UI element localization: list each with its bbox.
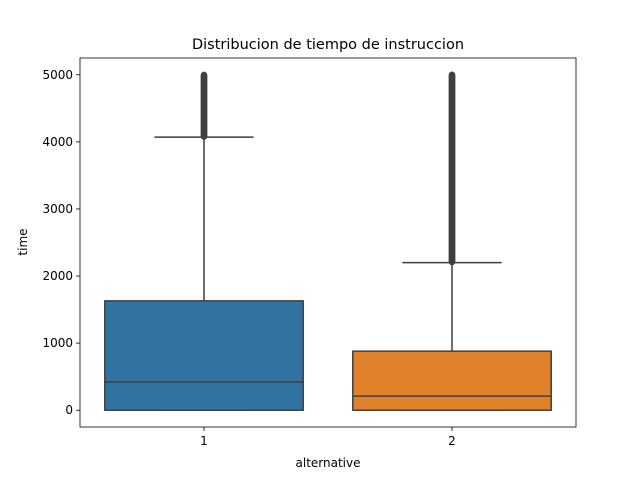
outlier-point-1 bbox=[200, 71, 208, 79]
y-tick-label: 5000 bbox=[42, 68, 73, 82]
box-2 bbox=[352, 350, 552, 411]
y-tick-label: 2000 bbox=[42, 269, 73, 283]
plot-frame bbox=[79, 57, 577, 428]
y-tick-label: 3000 bbox=[42, 202, 73, 216]
y-tick-label: 1000 bbox=[42, 336, 73, 350]
y-tick-label: 4000 bbox=[42, 135, 73, 149]
y-tick-label: 0 bbox=[65, 403, 73, 417]
x-tick-label: 2 bbox=[448, 434, 456, 448]
y-axis-label: time bbox=[16, 228, 30, 255]
x-tick-label: 1 bbox=[200, 434, 208, 448]
x-axis-label: alternative bbox=[296, 456, 361, 470]
chart-title: Distribucion de tiempo de instruccion bbox=[192, 37, 464, 53]
box-1 bbox=[104, 300, 304, 411]
outlier-point-2 bbox=[448, 71, 456, 79]
